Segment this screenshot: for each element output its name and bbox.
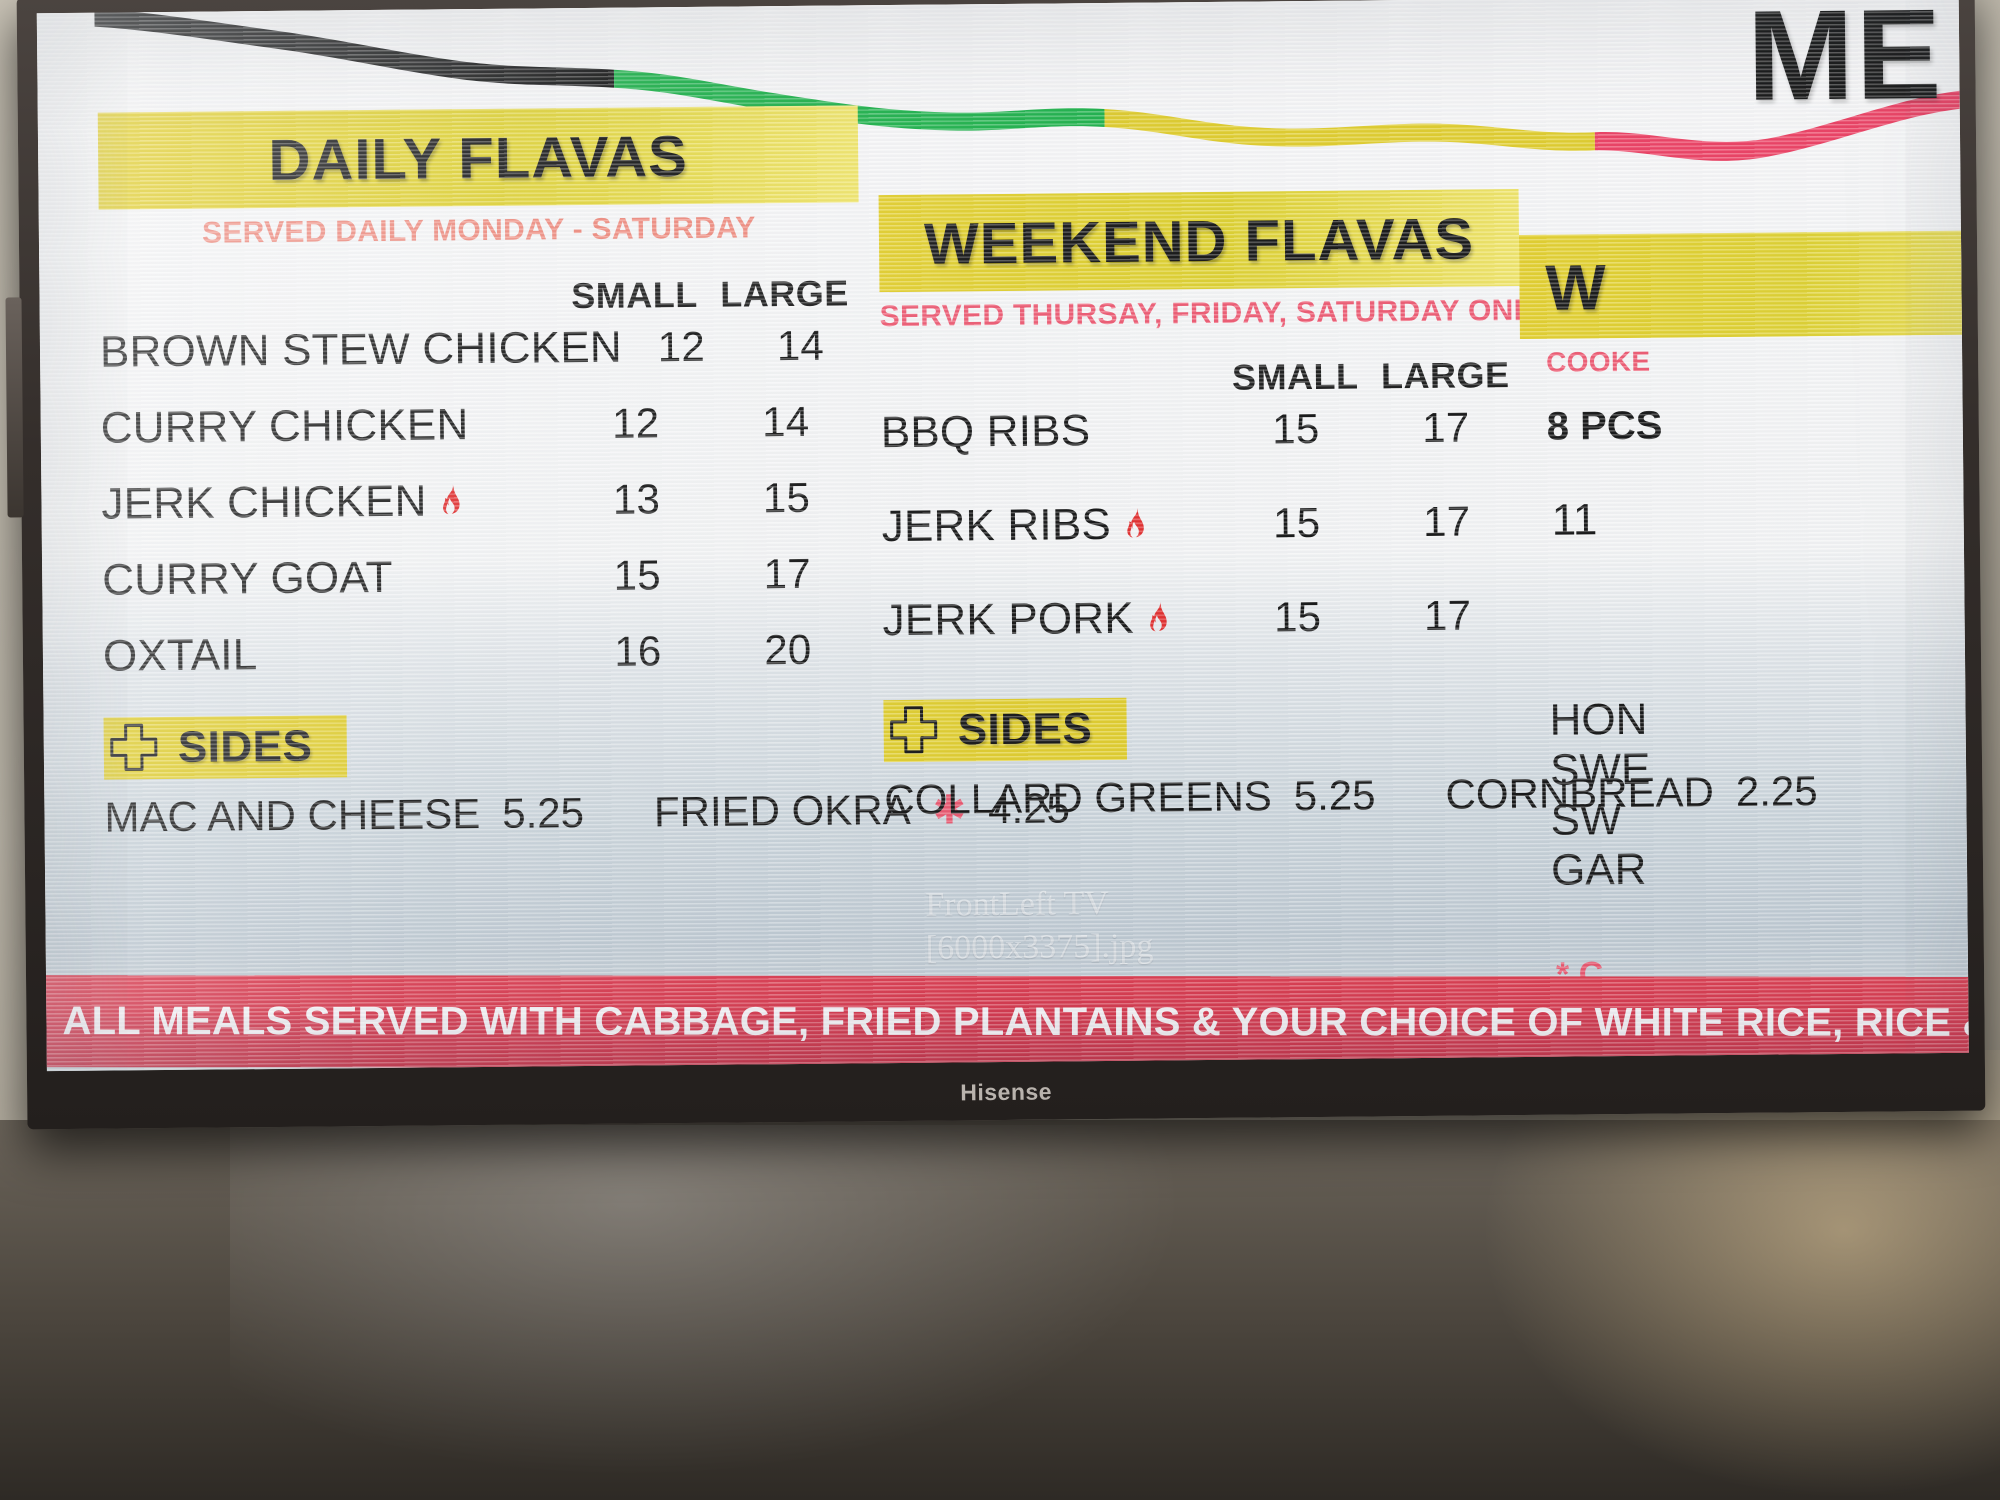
side-item: COLLARD GREENS 5.25 [884,771,1376,824]
menu-item-label: JERK RIBS [881,499,1112,552]
daily-column-large-label: LARGE [720,272,849,315]
wings-price: 11 [1551,495,1598,545]
menu-item-price-large: 20 [764,625,812,674]
daily-flavas-subtitle: SERVED DAILY MONDAY - SATURDAY [201,211,756,250]
menu-item-name: CURRY CHICKEN [101,399,561,453]
daily-column-small-label: SMALL [571,273,698,317]
wings-flavor-item: HON [1549,694,1648,745]
daily-flavas-column: DAILY FLAVAS SERVED DAILY MONDAY - SATUR… [97,105,1070,842]
menu-item-row: JERK CHICKEN 13 15 [101,472,861,529]
menu-item-price-small: 12 [611,399,660,447]
menu-item-label: BBQ RIBS [880,406,1091,458]
menu-item-label: CURRY GOAT [101,552,393,605]
menu-board: ME DAILY FLAVAS SERVED DAILY MONDAY - SA… [36,0,1969,1072]
plus-icon [110,723,158,771]
menu-item-row: JERK PORK 15 17 [882,590,1522,646]
menu-item-price-large: 14 [761,397,810,446]
menu-item-label: JERK PORK [882,593,1135,646]
menu-item-name: JERK CHICKEN [101,475,561,529]
menu-item-price-small: 16 [614,627,662,675]
ambient-light-glow [1480,1050,2000,1500]
weekend-size-headers: SMALL LARGE [880,354,1520,402]
menu-item-price-large: 17 [1422,497,1471,545]
meals-included-banner: ALL MEALS SERVED WITH CABBAGE, FRIED PLA… [36,975,1969,1069]
wings-flavor-list: HON SWE SW GAR [1523,691,1968,896]
weekend-flavas-subtitle: SERVED THURSAY, FRIDAY, SATURDAY ONLY [879,293,1551,334]
side-item-price: 5.25 [1293,771,1376,820]
menu-item-label: JERK CHICKEN [101,476,427,529]
menu-item-row: OXTAIL 16 20 [103,624,863,681]
watermark-line-2: [6000x3375].jpg [925,927,1154,967]
menu-item-price-small: 12 [657,322,706,371]
tv-side-strip [5,297,24,518]
wings-subtitle: COOKE [1546,345,1651,378]
menu-item-row: CURRY CHICKEN 12 14 [101,396,861,453]
side-item-price: 5.25 [501,789,585,837]
torn-paper-edge-decoration [36,0,1960,161]
menu-item-price-large: 17 [763,549,811,598]
menu-item-price-large: 17 [1423,591,1472,639]
menu-item-row: BROWN STEW CHICKEN 12 14 [100,320,860,377]
meals-included-text: ALL MEALS SERVED WITH CABBAGE, FRIED PLA… [62,998,1969,1045]
spicy-flame-icon [1150,601,1167,632]
daily-size-headers: SMALL LARGE [99,272,859,321]
daily-sides-list: MAC AND CHEESE 5.25 FRIED OKRA ✱ 4.25 [104,784,1070,842]
menu-item-name: BROWN STEW CHICKEN [100,323,622,378]
daily-item-list: BROWN STEW CHICKEN 12 14 CURRY CHICKEN 12 14 J… [100,320,863,681]
tv-screen: ME DAILY FLAVAS SERVED DAILY MONDAY - SA… [36,0,1969,1072]
side-item-name: FRIED OKRA [653,785,911,836]
menu-item-row: JERK RIBS 15 17 [881,496,1521,552]
menu-item-name: OXTAIL [103,627,563,681]
wings-flavor-item: SW [1550,795,1622,845]
menu-item-price-small: 13 [612,475,661,523]
side-item: MAC AND CHEESE 5.25 [104,789,584,842]
menu-item-price-small: 15 [613,551,661,599]
weekend-sides-list: COLLARD GREENS 5.25 CORNBREAD 2.25 [884,767,1818,824]
wings-flavor-item: GAR [1550,844,1647,895]
wings-column-partial: W COOKE 8 PCS 11 HON SWE SW GAR * C [1518,230,1969,995]
daily-sides-badge: SIDES [103,715,347,780]
menu-item-label: OXTAIL [102,630,258,681]
weekend-flavas-column: WEEKEND FLAVAS SERVED THURSAY, FRIDAY, S… [878,189,1818,824]
weekend-flavas-title: WEEKEND FLAVAS [878,189,1520,293]
menu-item-price-small: 15 [1272,404,1320,453]
weekend-column-large-label: LARGE [1380,354,1510,397]
menu-item-price-small: 15 [1272,498,1321,547]
menu-item-name: BBQ RIBS [881,405,1221,458]
menu-item-row: BBQ RIBS 15 17 [881,402,1521,458]
image-watermark: FrontLeft TV [6000x3375].jpg [925,883,1153,970]
menu-item-name: JERK RIBS [881,499,1221,552]
menu-item-label: BROWN STEW CHICKEN [99,322,623,377]
menu-heading-word: ME [1746,0,1944,128]
daily-flavas-title: DAILY FLAVAS [97,105,859,210]
wings-flavor-item: SWE [1549,744,1651,795]
menu-item-name: JERK PORK [882,593,1222,646]
menu-item-price-large: 14 [776,321,825,370]
menu-item-price-small: 15 [1273,592,1322,641]
counter-glass-reflection [230,1125,1230,1500]
weekend-item-list: BBQ RIBS 15 17 JERK RIBS 15 17 JERK PORK 15 17 [881,402,1523,646]
wall-lower-background [0,1120,2000,1500]
menu-item-price-large: 17 [1422,403,1470,451]
menu-item-row: CURRY GOAT 15 17 [102,548,862,605]
spicy-flame-icon [1127,507,1144,538]
menu-item-label: CURRY CHICKEN [100,400,469,453]
side-item-name: COLLARD GREENS [884,772,1272,824]
spicy-flame-icon [443,484,460,515]
side-item-name: MAC AND CHEESE [104,790,481,841]
plus-icon [890,706,938,754]
tv-display-bezel: ME DAILY FLAVAS SERVED DAILY MONDAY - SA… [5,0,1986,1130]
weekend-column-small-label: SMALL [1231,355,1359,398]
wings-title: W [1518,230,1969,340]
watermark-line-1: FrontLeft TV [925,884,1110,924]
wings-column-header: 8 PCS [1546,403,1663,449]
tv-brand-logo: Hisense [960,1078,1053,1106]
weekend-sides-badge: SIDES [883,697,1127,763]
menu-item-name: CURRY GOAT [102,551,562,605]
menu-item-price-large: 15 [762,473,811,522]
